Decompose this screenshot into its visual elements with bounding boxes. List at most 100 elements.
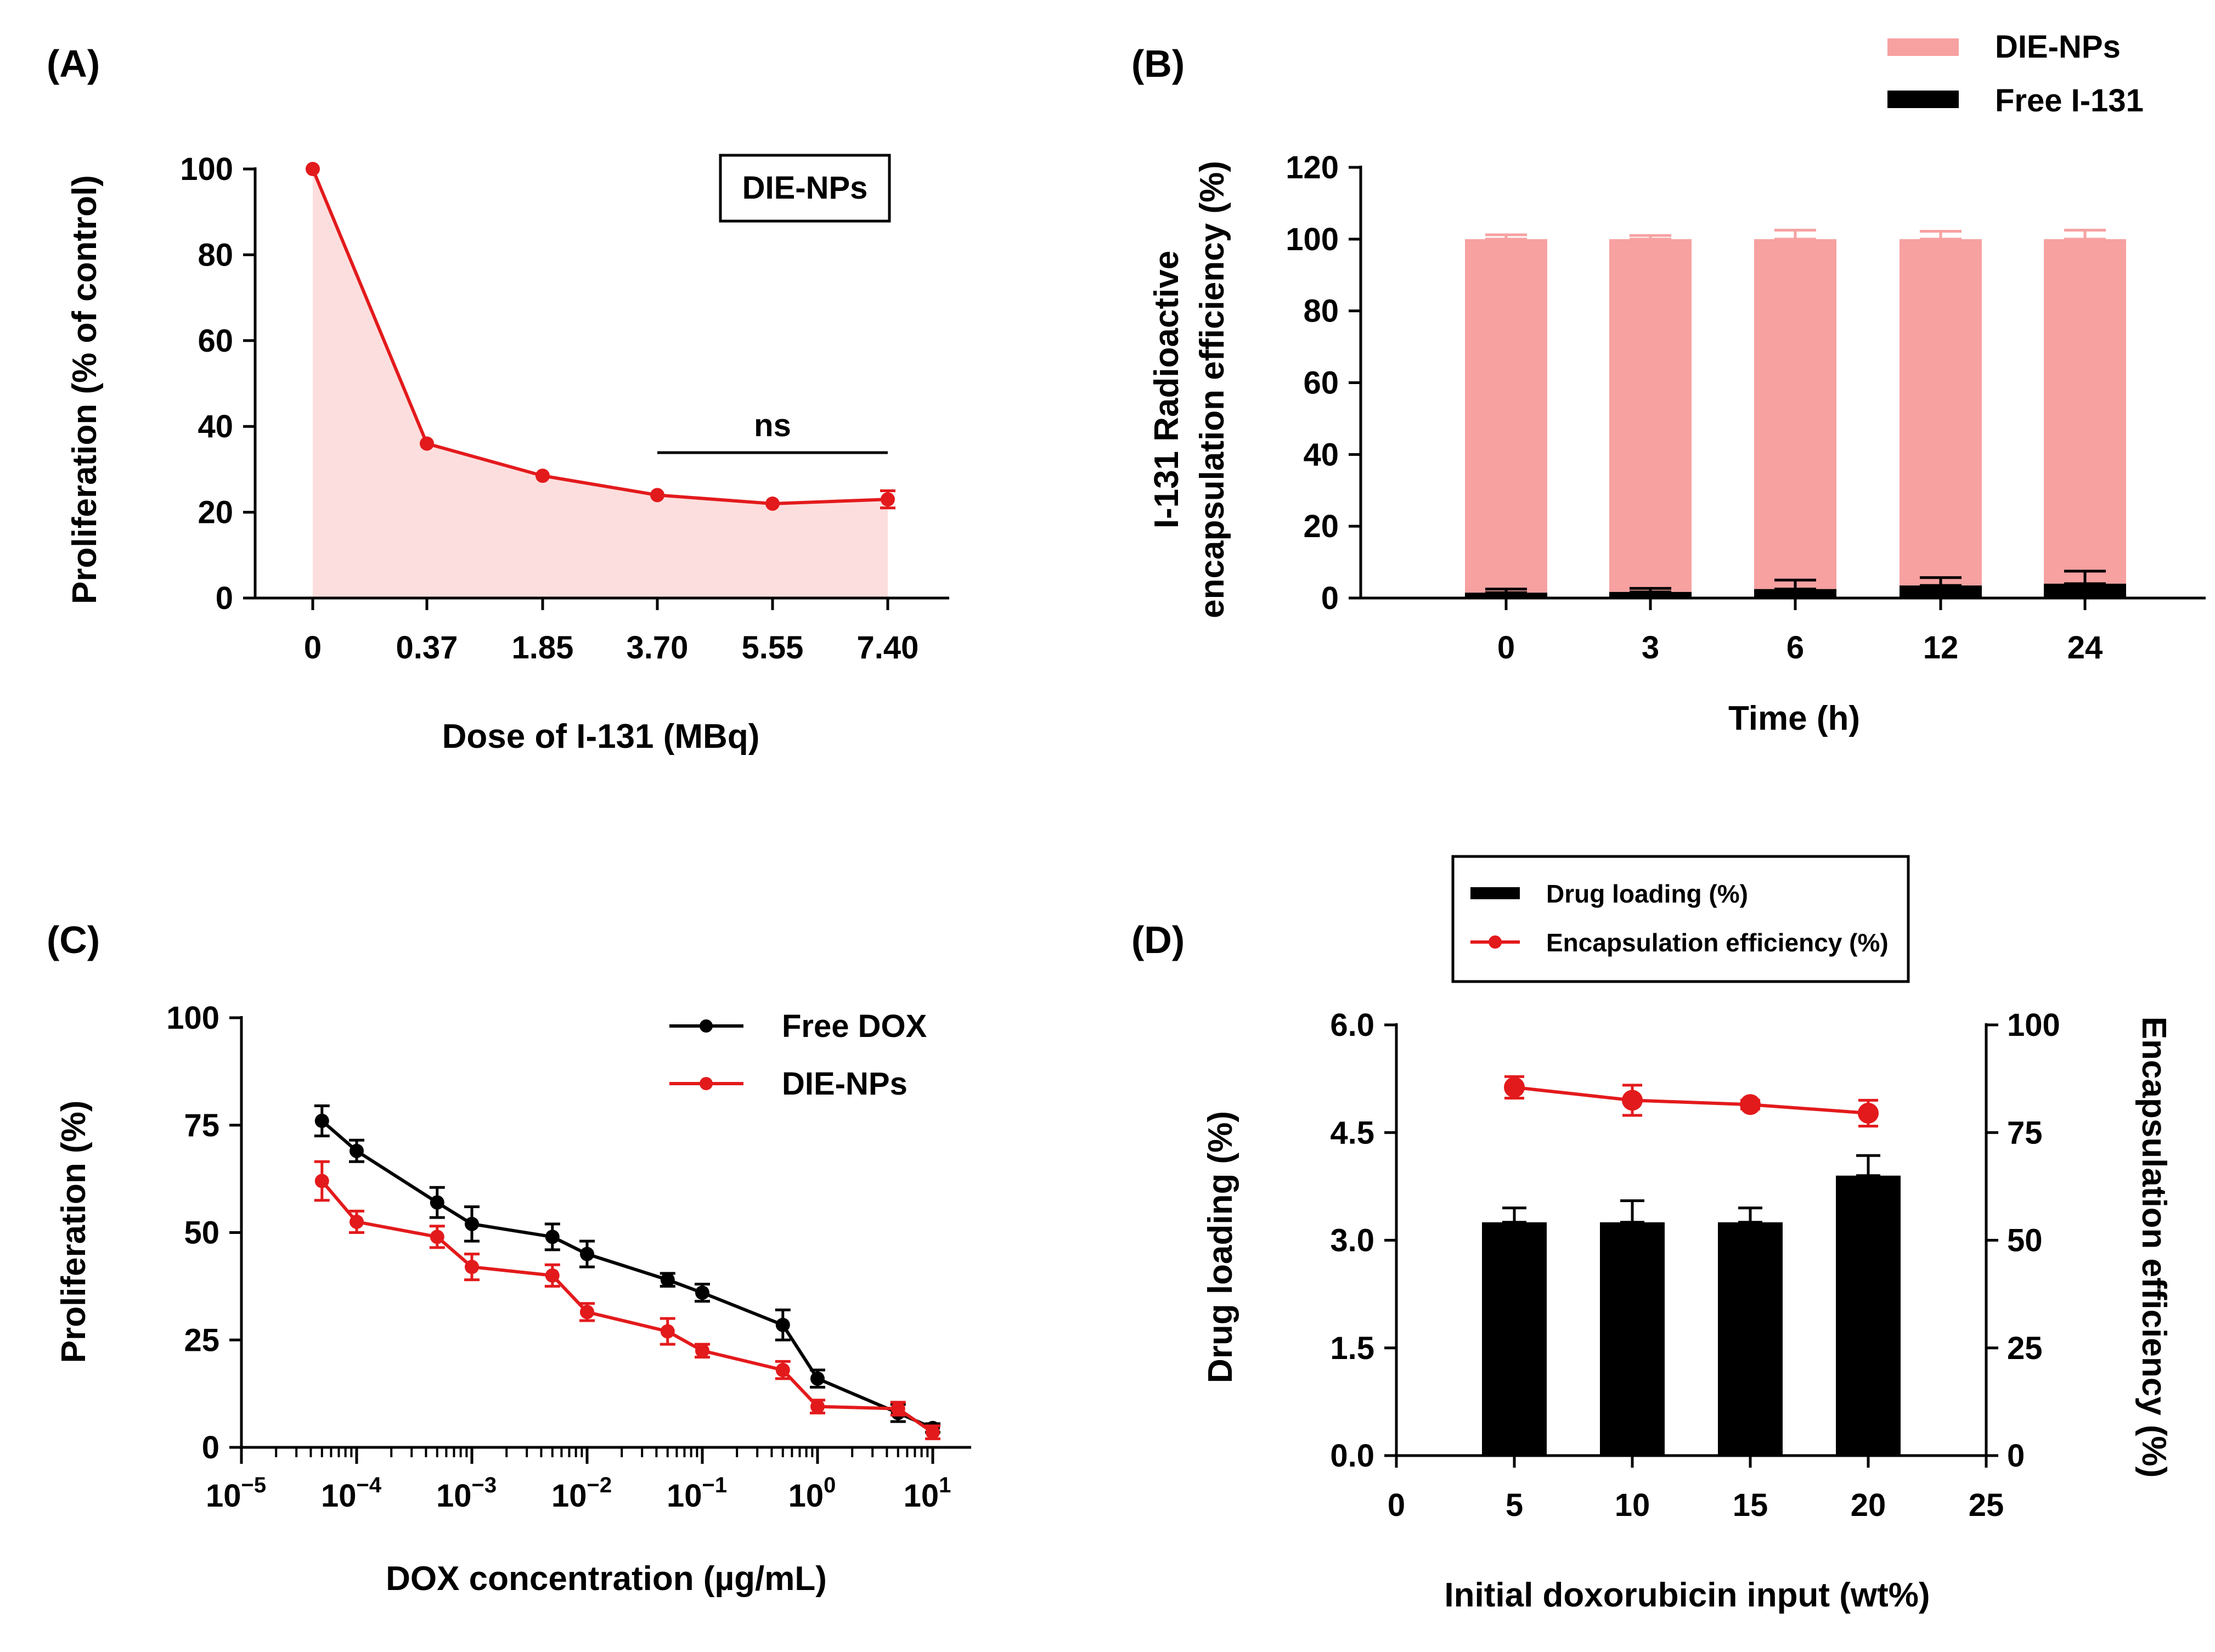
panel-d-xtick-label: 15 — [1733, 1487, 1768, 1523]
panel-a-point — [420, 436, 434, 451]
panel-c: (C) 0 25 50 75 100 10−5 10−4 10−3 10−2 10−1 100 101… — [47, 918, 971, 1598]
panel-b-bar-free — [1754, 589, 1836, 598]
panel-b-xtick-label: 12 — [1923, 630, 1959, 666]
panel-d-legend-label-loading: Drug loading (%) — [1546, 879, 1748, 908]
panel-a-point — [650, 488, 664, 503]
panel-c-xtick-label: 10−5 — [206, 1473, 266, 1514]
panel-c-legend-marker-free — [700, 1019, 713, 1033]
panel-c-ytick-label: 75 — [184, 1108, 219, 1143]
panel-d-ytick-right-label: 0 — [2007, 1438, 2025, 1474]
panel-c-ytick-label: 100 — [166, 1000, 219, 1036]
panel-d-ee-line — [1514, 1085, 1869, 1115]
panel-c-point — [350, 1214, 364, 1229]
panel-b-xtick-label: 3 — [1642, 630, 1659, 666]
panel-a-point — [765, 496, 780, 511]
panel-c-ytick-label: 50 — [184, 1215, 219, 1251]
panel-a-xtick-label: 0.37 — [396, 630, 458, 666]
panel-a-ytick-label: 40 — [198, 409, 233, 444]
panel-d-ytick-right-label: 25 — [2007, 1330, 2043, 1366]
panel-d-xtick-label: 5 — [1506, 1487, 1523, 1523]
panel-c-point — [314, 1113, 329, 1128]
panel-a-xtick-label: 1.85 — [512, 630, 574, 666]
panel-b-legend-swatch-dienps — [1887, 38, 1959, 56]
panel-a-xtick-label: 5.55 — [742, 630, 804, 666]
panel-b-bar-dienps — [1900, 239, 1982, 586]
panel-c-point — [350, 1143, 364, 1158]
panel-a-ytick-label: 80 — [198, 237, 233, 273]
panel-b-xtick-label: 0 — [1497, 630, 1515, 666]
panel-c-point — [810, 1371, 825, 1386]
panel-b-legend-label-free: Free I-131 — [1995, 83, 2144, 119]
panel-b-label: (B) — [1131, 42, 1185, 85]
panel-d-ylabel-left: Drug loading (%) — [1202, 1111, 1239, 1383]
panel-a-legend-text: DIE-NPs — [742, 170, 868, 206]
panel-a-xtick-label: 3.70 — [627, 630, 689, 666]
panel-c-point — [465, 1216, 479, 1231]
panel-a-ylabel: Proliferation (% of control) — [66, 175, 104, 604]
panel-d-ytick-right-label: 50 — [2007, 1223, 2043, 1259]
panel-b-bar-dienps — [1754, 239, 1836, 589]
panel-b-ytick-label: 100 — [1286, 222, 1339, 257]
panel-b-ytick-label: 120 — [1286, 150, 1339, 185]
panel-c-legend-label-free: Free DOX — [782, 1008, 927, 1044]
panel-a-ns-label: ns — [754, 408, 791, 443]
panel-d-legend-swatch-loading — [1470, 887, 1520, 899]
panel-c-point — [545, 1268, 560, 1283]
panel-a-point — [306, 162, 320, 176]
panel-b-ylabel: I-131 Radioactive encapsulation efficien… — [1148, 161, 1231, 618]
panel-c-point — [580, 1305, 594, 1320]
panel-b-plot: 0 3 6 12 24 0 20 40 60 80 100 120 — [1286, 150, 2206, 666]
panel-d-ytick-left-label: 3.0 — [1330, 1223, 1374, 1259]
panel-d-ytick-left-label: 6.0 — [1330, 1007, 1374, 1043]
panel-c-xlabel: DOX concentration (µg/mL) — [386, 1560, 827, 1598]
panel-b: (B) 0 3 6 12 24 0 20 40 60 80 100 120 I-131 Radioac… — [1131, 29, 2206, 737]
panel-b-ytick-label: 20 — [1303, 509, 1339, 544]
panel-d-ee-point — [1858, 1102, 1879, 1124]
panel-d-bar — [1482, 1222, 1547, 1456]
panel-c-xtick-label: 10−2 — [551, 1473, 612, 1514]
panel-a-xlabel: Dose of I-131 (MBq) — [442, 718, 760, 755]
panel-c-xtick-label: 10−3 — [436, 1473, 497, 1514]
panel-c-point — [545, 1230, 560, 1244]
panel-a-ytick-label: 0 — [216, 580, 233, 616]
panel-d-ylabel-right: Encapsulation efficiency (%) — [2135, 1017, 2173, 1478]
panel-c-point — [465, 1260, 479, 1275]
panel-b-legend-swatch-free — [1887, 91, 1959, 108]
panel-a-plot: 0 20 40 60 80 100 0 0.37 1.85 3.70 5.55 7.40 ns — [180, 151, 949, 666]
panel-a-ytick-label: 100 — [180, 151, 233, 187]
panel-d-xtick-label: 20 — [1851, 1487, 1886, 1523]
panel-c-series-line-1 — [320, 1180, 934, 1434]
panel-d-ytick-left-label: 1.5 — [1330, 1330, 1374, 1366]
panel-c-point — [695, 1285, 709, 1300]
panel-c-legend-label-die: DIE-NPs — [782, 1066, 908, 1102]
panel-c-point — [890, 1401, 905, 1416]
panel-d-ee-point — [1740, 1094, 1761, 1115]
panel-a-xtick-label: 7.40 — [857, 630, 919, 666]
panel-c-ylabel: Proliferation (%) — [55, 1101, 93, 1363]
panel-d-ytick-right-label: 75 — [2007, 1115, 2043, 1151]
panel-b-ylabel-line1: I-131 Radioactive — [1148, 251, 1186, 529]
panel-d-ee-point — [1622, 1090, 1643, 1111]
panel-a-legend-box — [719, 154, 891, 223]
panel-d-legend: Drug loading (%) Encapsulation efficienc… — [1451, 855, 1910, 983]
panel-c-xtick-label: 101 — [904, 1473, 951, 1514]
panel-a-area — [313, 169, 888, 598]
panel-d-ytick-left-label: 4.5 — [1330, 1115, 1374, 1151]
panel-c-point — [810, 1399, 825, 1414]
panel-d-legend-label-ee: Encapsulation efficiency (%) — [1546, 928, 1889, 957]
panel-d-label: (D) — [1131, 918, 1185, 961]
panel-b-xtick-label: 24 — [2067, 630, 2103, 666]
panel-d-xtick-label: 25 — [1969, 1487, 2004, 1523]
panel-b-bar-dienps — [1609, 239, 1692, 592]
panel-a-xtick-label: 0 — [304, 630, 322, 666]
panel-a-label: (A) — [47, 42, 100, 85]
panel-c-point — [430, 1230, 444, 1244]
panel-c-point — [695, 1343, 709, 1358]
panel-b-legend: DIE-NPs Free I-131 — [1887, 29, 2144, 119]
panel-c-series-line-0 — [320, 1119, 934, 1430]
panel-d-xtick-label: 10 — [1615, 1487, 1650, 1523]
